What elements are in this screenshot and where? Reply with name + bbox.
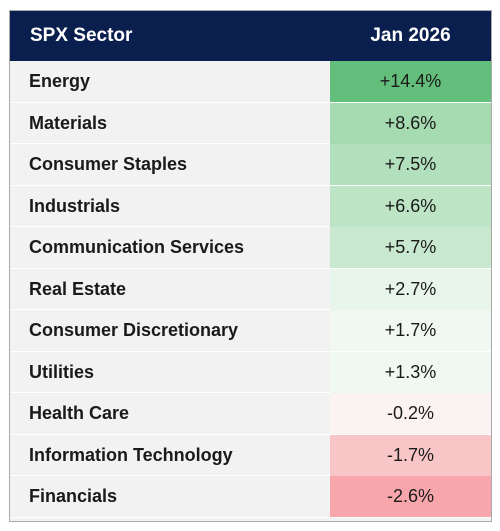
sector-return: +7.5% [330, 144, 491, 185]
header-period: Jan 2026 [370, 25, 451, 46]
table-row: Energy +14.4% [10, 61, 491, 103]
sector-return: +2.7% [330, 268, 491, 310]
sector-name: Energy [29, 71, 91, 91]
sector-return: -2.6% [330, 476, 491, 517]
table-row: Financials -2.6% [10, 476, 491, 518]
sector-name: Materials [29, 112, 108, 133]
sector-return: +14.4% [330, 61, 491, 102]
sector-return: -1.7% [330, 434, 491, 476]
sector-name: Communication Services [29, 237, 245, 257]
table-row: Materials +8.6% [10, 102, 491, 144]
table-row: Utilities +1.3% [10, 351, 491, 393]
sector-name: Information Technology [29, 444, 233, 465]
sector-name: Industrials [29, 195, 121, 216]
sector-return: +1.7% [330, 310, 491, 351]
table-body: Energy +14.4% Materials +8.6% Consumer Stapl… [10, 61, 491, 518]
sector-name: Consumer Staples [29, 154, 188, 174]
sector-performance-table: SPX Sector Jan 2026 Energy +14.4% Material… [9, 10, 492, 522]
table-header: SPX Sector Jan 2026 [10, 11, 491, 61]
sector-name: Health Care [29, 403, 130, 423]
sector-return: +1.3% [330, 351, 491, 393]
table-row: Information Technology -1.7% [10, 434, 491, 476]
sector-return: +5.7% [330, 227, 491, 268]
sector-return: -0.2% [330, 393, 491, 434]
sector-return: +8.6% [330, 102, 491, 144]
table-row: Health Care -0.2% [10, 393, 491, 435]
table-row: Industrials +6.6% [10, 185, 491, 227]
sector-name: Real Estate [29, 278, 127, 299]
table-row: Consumer Discretionary +1.7% [10, 310, 491, 352]
sector-name: Financials [29, 486, 118, 506]
table-row: Consumer Staples +7.5% [10, 144, 491, 186]
sector-return: +6.6% [330, 185, 491, 227]
sector-name: Consumer Discretionary [29, 320, 239, 340]
table-row: Communication Services +5.7% [10, 227, 491, 269]
header-sector: SPX Sector [30, 25, 133, 46]
table-row: Real Estate +2.7% [10, 268, 491, 310]
sector-name: Utilities [29, 361, 95, 382]
